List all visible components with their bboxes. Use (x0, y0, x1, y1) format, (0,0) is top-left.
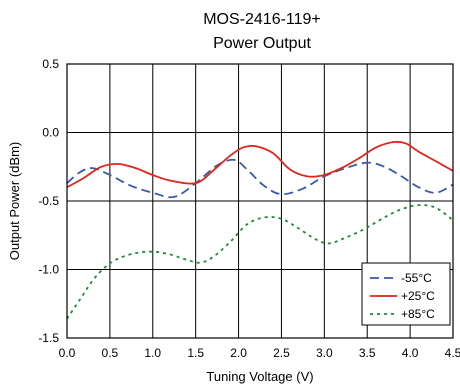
legend-label: +25°C (401, 289, 435, 303)
chart-subtitle: Power Output (213, 35, 311, 52)
x-tick-label: 4.5 (445, 346, 460, 360)
x-tick-label: 1.5 (187, 346, 204, 360)
x-tick-label: 0.0 (59, 346, 76, 360)
x-tick-label: 3.5 (359, 346, 376, 360)
y-tick-label: 0.5 (42, 57, 59, 71)
chart-title: MOS-2416-119+ (203, 11, 321, 28)
legend-box (361, 262, 451, 326)
series-line-plus85c (66, 204, 454, 320)
x-tick-label: 1.0 (144, 346, 161, 360)
legend-label: -55°C (401, 271, 432, 285)
legend: -55°C +25°C +85°C (361, 262, 451, 326)
x-tick-label: 2.0 (230, 346, 247, 360)
x-tick-label: 0.5 (102, 346, 119, 360)
x-tick-label: 2.5 (273, 346, 290, 360)
plot-area-frame (66, 63, 454, 339)
grid (67, 64, 453, 338)
legend-label: +85°C (401, 307, 435, 321)
x-tick-label: 4.0 (402, 346, 419, 360)
series-line-minus55c (66, 158, 454, 199)
series-line-plus25c (66, 140, 454, 189)
tick-labels: 0.0 0.5 1.0 1.5 2.0 2.5 3.0 3.5 4.0 4.5 0.5 0.0 -0.5… (38, 57, 460, 360)
y-tick-label: -0.5 (38, 194, 59, 208)
x-tick-label: 3.0 (316, 346, 333, 360)
y-tick-label: -1.0 (38, 263, 59, 277)
y-axis-label: Output Power (dBm) (7, 142, 22, 261)
y-tick-label: -1.5 (38, 331, 59, 345)
x-axis-label: Tuning Voltage (V) (206, 369, 313, 384)
series-lines (66, 140, 454, 320)
y-tick-label: 0.0 (42, 126, 59, 140)
